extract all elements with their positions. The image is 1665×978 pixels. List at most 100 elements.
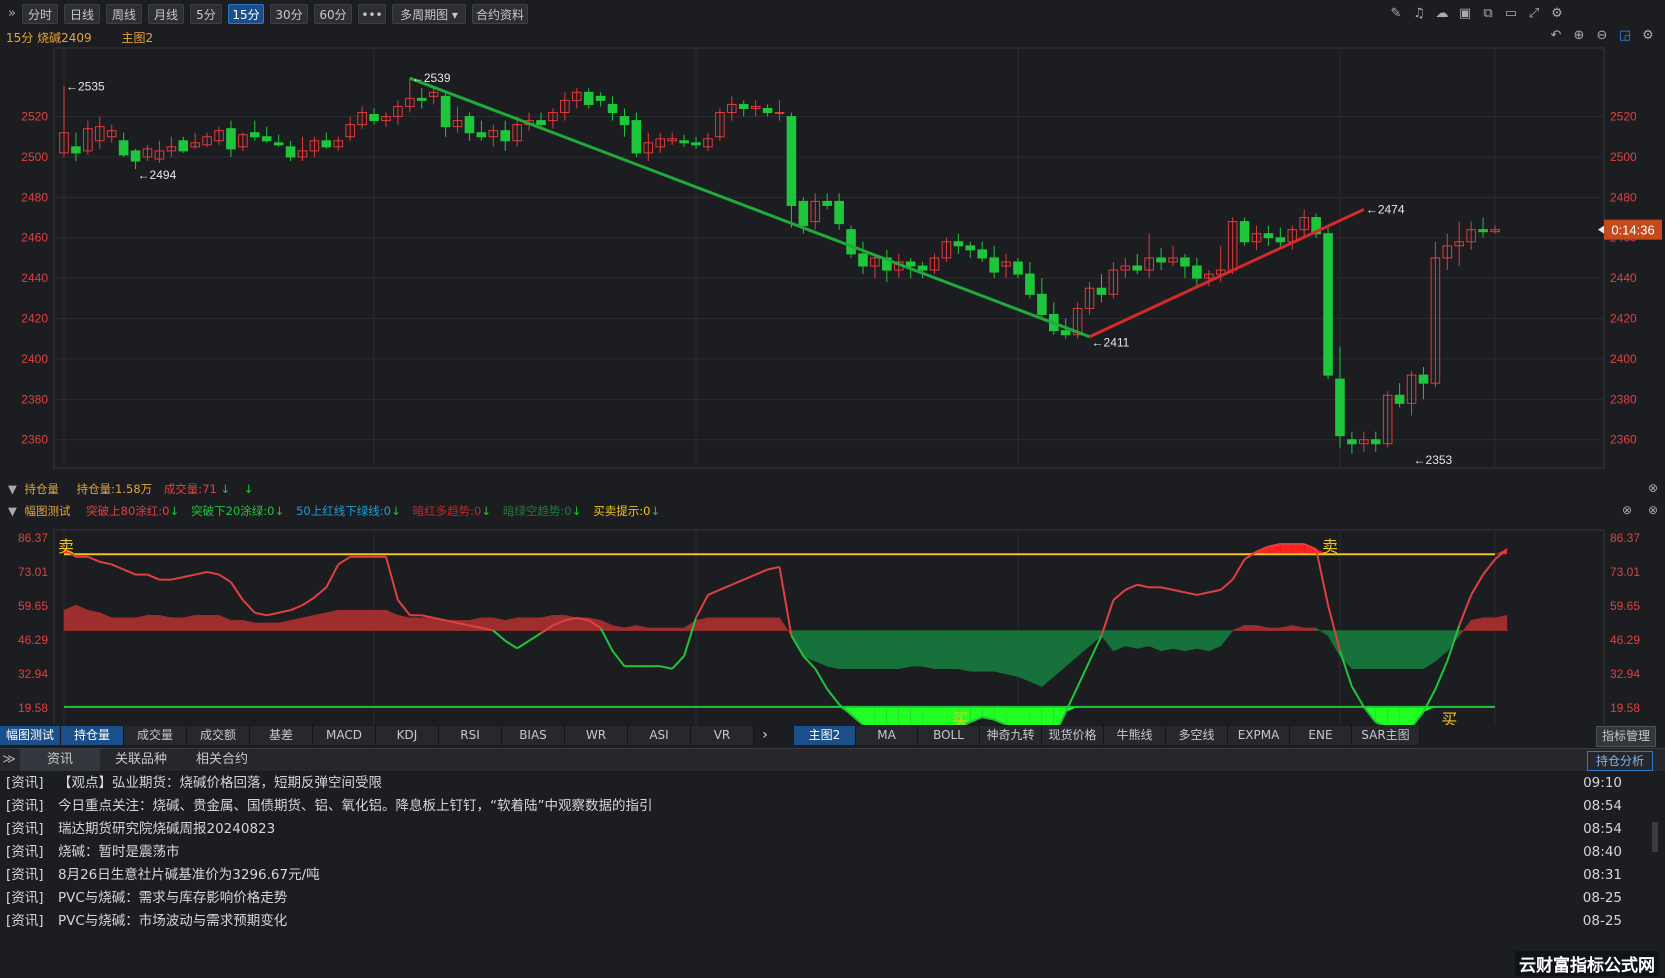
news-row[interactable]: [资讯] 今日重点关注：烧碱、贵金属、国债期货、铝、氧化铝。降息板上钉钉，“软着陆… <box>0 795 1640 817</box>
fullscreen-icon[interactable]: ⤢ <box>1528 6 1540 21</box>
ind-y-tick-right: 32.94 <box>1610 667 1640 681</box>
trend-fill <box>1029 630 1043 688</box>
indicator-manage-button[interactable]: 指标管理 <box>1596 726 1656 747</box>
main-indicator-tab-0[interactable]: 主图2 <box>794 726 856 745</box>
trend-fill <box>266 622 279 631</box>
bell-icon[interactable]: ♫ <box>1413 6 1425 21</box>
period-button-3[interactable]: 月线 <box>148 4 184 24</box>
indicator-tab-6[interactable]: KDJ <box>376 726 439 745</box>
news-row[interactable]: [资讯] PVC与烧碱：需求与库存影响价格走势 08-25 <box>0 887 1640 909</box>
arrow-down-icon: ↓ <box>571 504 582 518</box>
news-row[interactable]: [资讯] 【观点】弘业期货：烧碱价格回落，短期反弹空间受限 09:10 <box>0 772 1640 794</box>
candle-body <box>214 130 224 142</box>
period-button-2[interactable]: 周线 <box>106 4 142 24</box>
indicator-tab-5[interactable]: MACD <box>313 726 376 745</box>
indicator-tab-7[interactable]: RSI <box>439 726 502 745</box>
candle-body <box>190 142 200 148</box>
oscillator-line <box>969 716 983 724</box>
indicator-tab-1[interactable]: 持仓量 <box>61 726 124 745</box>
close-pane-icon[interactable]: ⊗ <box>1648 481 1659 495</box>
indicator-tab-4[interactable]: 基差 <box>250 726 313 745</box>
main-indicator-tab-2[interactable]: BOLL <box>918 726 980 745</box>
news-tab-0[interactable]: 资讯 <box>20 749 100 771</box>
main-indicator-tab-7[interactable]: EXPMA <box>1228 726 1290 745</box>
camera-icon[interactable]: ▣ <box>1458 6 1472 21</box>
main-chart-label[interactable]: 主图2 <box>121 31 154 45</box>
indicator-tab-3[interactable]: 成交额 <box>187 726 250 745</box>
copy-icon[interactable]: ⧉ <box>1483 6 1493 21</box>
position-analysis-button[interactable]: 持仓分析 <box>1586 751 1653 771</box>
pencil-icon[interactable]: ✎ <box>1390 6 1402 21</box>
period-button-5[interactable]: 15分 <box>228 4 264 24</box>
oscillator-line <box>802 655 817 670</box>
cloud-icon[interactable]: ☁ <box>1435 6 1449 21</box>
indicator-tab-9[interactable]: WR <box>565 726 628 745</box>
period-button-10[interactable]: 合约资料 <box>472 4 528 24</box>
y-tick-label-right: 2420 <box>1610 312 1637 326</box>
indicator-tab-8[interactable]: BIAS <box>502 726 565 745</box>
main-indicator-tab-9[interactable]: SAR主图 <box>1352 726 1420 745</box>
zoom-out-icon[interactable]: ⊖ <box>1596 28 1608 43</box>
trend-fill <box>612 625 625 631</box>
news-tab-2[interactable]: 相关合约 <box>195 752 248 767</box>
settings-icon[interactable]: ⚙ <box>1551 6 1563 21</box>
trend-fill <box>981 630 995 672</box>
collapse-double-chevron-icon[interactable]: ≫ <box>2 752 16 767</box>
indicator-tab-2[interactable]: 成交量 <box>124 726 187 745</box>
period-button-9[interactable]: 多周期图 ▾ <box>392 4 466 24</box>
close-indicator-icon[interactable]: ⊗ <box>1622 503 1633 517</box>
y-tick-label-right: 2360 <box>1610 433 1637 447</box>
zoom-in-icon[interactable]: ⊕ <box>1573 28 1585 43</box>
monitor-icon[interactable]: ▭ <box>1504 6 1518 21</box>
candle-body <box>452 120 463 128</box>
double-chevron-right-icon[interactable]: » <box>8 6 16 21</box>
signal-label: 买 <box>1441 710 1457 725</box>
y-tick-label-left: 2360 <box>21 433 48 447</box>
chart-canvas[interactable]: 2024/0808/2008/2108/2208/2308/2625202520… <box>0 45 1665 725</box>
candle-body <box>989 257 999 273</box>
undo-icon[interactable]: ↶ <box>1550 28 1562 43</box>
main-indicator-tab-5[interactable]: 牛熊线 <box>1104 726 1166 745</box>
chart-settings-icon[interactable]: ⚙ <box>1642 28 1654 43</box>
trend-fill <box>75 604 89 631</box>
trend-fill <box>1423 630 1436 670</box>
news-scrollbar[interactable] <box>1652 822 1658 852</box>
oscillator-line <box>660 665 673 670</box>
trend-fill <box>1351 630 1365 670</box>
main-indicator-tab-6[interactable]: 多空线 <box>1166 726 1228 745</box>
trend-fill <box>898 630 911 670</box>
collapse-icon[interactable]: ▼ <box>8 504 17 518</box>
candle-body <box>631 120 642 154</box>
news-row[interactable]: [资讯] PVC与烧碱：市场波动与需求预期变化 08-25 <box>0 910 1640 932</box>
period-button-0[interactable]: 分时 <box>22 4 58 24</box>
oscillator-line <box>982 716 995 721</box>
candle-body <box>1454 241 1465 247</box>
main-indicator-tab-4[interactable]: 现货价格 <box>1042 726 1104 745</box>
main-pane-frame <box>53 47 1605 469</box>
news-row[interactable]: [资讯] 瑞达期货研究院烧碱周报20240823 08:54 <box>0 818 1640 840</box>
news-tab-1[interactable]: 关联品种 <box>114 752 167 767</box>
pane-settings-icon[interactable]: ⊗ <box>1648 503 1659 517</box>
candle-body <box>1323 233 1333 376</box>
indicator-tab-11[interactable]: VR <box>691 726 754 745</box>
news-row[interactable]: [资讯] 烧碱：暂时是震荡市 08:40 <box>0 841 1640 863</box>
oscillator-line <box>445 619 458 624</box>
oscillator-line <box>611 650 626 667</box>
trend-fill <box>516 617 530 631</box>
chevron-right-icon[interactable]: › <box>762 727 768 743</box>
period-button-6[interactable]: 30分 <box>270 4 308 24</box>
period-button-1[interactable]: 日线 <box>64 4 100 24</box>
collapse-icon[interactable]: ▼ <box>8 482 17 496</box>
main-indicator-tab-8[interactable]: ENE <box>1290 726 1352 745</box>
period-button-4[interactable]: 5分 <box>190 4 222 24</box>
period-button-8[interactable]: ••• <box>358 4 386 24</box>
candle-body <box>321 140 332 148</box>
select-icon[interactable]: ◲ <box>1618 28 1632 43</box>
news-row[interactable]: [资讯] 8月26日生意社片碱基准价为3296.67元/吨 08:31 <box>0 864 1640 886</box>
period-button-7[interactable]: 60分 <box>314 4 352 24</box>
candle-body <box>703 138 713 148</box>
main-indicator-tab-1[interactable]: MA <box>856 726 918 745</box>
indicator-tab-0[interactable]: 幅图测试 <box>0 726 61 745</box>
main-indicator-tab-3[interactable]: 神奇九转 <box>980 726 1042 745</box>
indicator-tab-10[interactable]: ASI <box>628 726 691 745</box>
